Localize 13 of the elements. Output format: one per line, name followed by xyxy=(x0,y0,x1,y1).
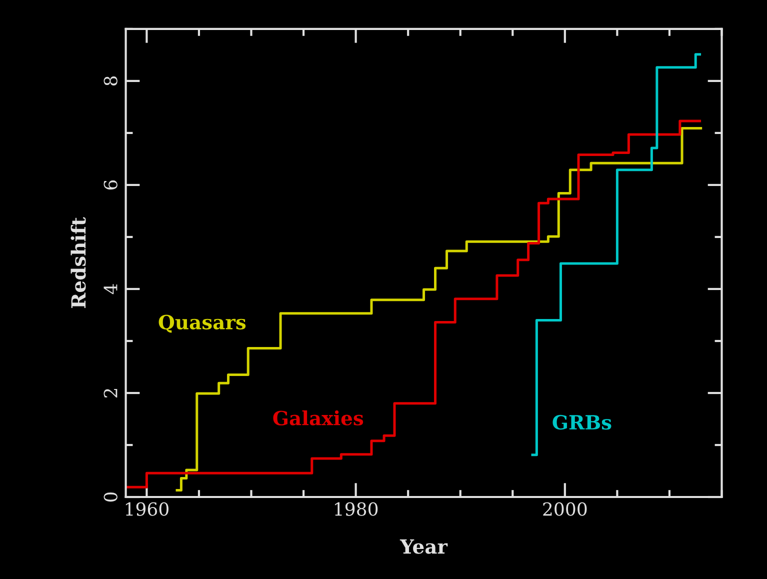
series-label: Galaxies xyxy=(273,410,364,426)
x-tick-label: 2000 xyxy=(543,502,587,516)
y-tick-label: 0 xyxy=(104,492,118,502)
series-label: GRBs xyxy=(552,414,612,430)
y-tick-label: 8 xyxy=(104,76,118,86)
y-tick-label: 2 xyxy=(104,389,118,398)
x-tick-label: 1980 xyxy=(335,502,378,516)
y-tick-label: 6 xyxy=(104,180,118,190)
y-axis-title: Redshift xyxy=(70,217,86,308)
x-axis-title: Year xyxy=(400,539,448,554)
series-label: Quasars xyxy=(158,314,246,333)
y-tick-label: 4 xyxy=(104,284,118,294)
x-tick-label: 1960 xyxy=(126,502,168,516)
